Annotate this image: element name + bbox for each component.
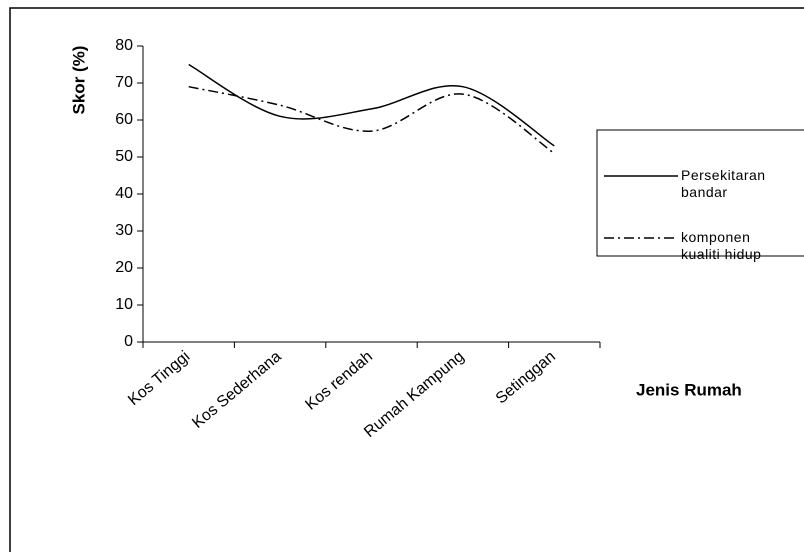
y-tick-label: 0 [124, 333, 133, 350]
x-axis-label: Jenis Rumah [636, 380, 742, 399]
x-tick-label: Kos Sederhana [189, 348, 285, 432]
y-tick-label: 30 [115, 222, 133, 239]
x-tick-label: Kos rendah [302, 348, 376, 414]
y-tick-label: 60 [115, 111, 133, 128]
x-tick-label: Kos Tinggi [125, 348, 193, 409]
y-tick-label: 40 [115, 185, 133, 202]
y-tick-label: 50 [115, 148, 133, 165]
x-tick-label: Rumah Kampung [361, 348, 467, 441]
y-axis-label: Skor (%) [69, 46, 88, 115]
y-tick-label: 10 [115, 296, 133, 313]
legend-label: Persekitaran bandar [681, 167, 766, 200]
x-tick-label: Setinggan [493, 348, 559, 407]
y-tick-label: 70 [115, 74, 133, 91]
y-tick-label: 20 [115, 259, 133, 276]
y-tick-label: 80 [115, 37, 133, 54]
series-line [188, 63, 555, 147]
legend-label: komponen kualiti hidup [681, 229, 762, 262]
frame [9, 7, 804, 552]
series-line [188, 85, 555, 154]
legend-box [596, 129, 804, 257]
